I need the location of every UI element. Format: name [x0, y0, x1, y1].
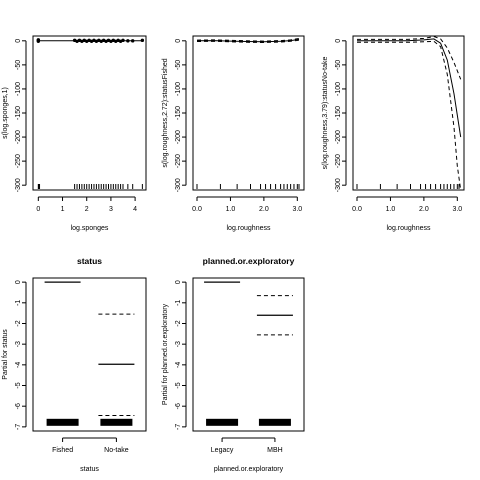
y-tick-label: -50	[175, 60, 182, 70]
y-tick-label: -100	[335, 82, 342, 96]
rug-block	[100, 418, 133, 426]
y-tick-label: -150	[335, 106, 342, 120]
panel-title: status	[77, 256, 102, 266]
y-tick-label: -2	[175, 320, 182, 326]
y-tick-label: -200	[175, 130, 182, 144]
panel-p5: 0 -1 -2 -3 -4 -5 -6 -7 Legacy MBH planned.or.explo…	[162, 256, 305, 473]
y-tick-label: -250	[335, 154, 342, 168]
panel-p1: 0 -50 -100 -150 -200 -250 -300 0 1 2 3 4 log.sponges…	[2, 35, 147, 232]
plot-area	[44, 281, 135, 426]
panel-p4: 0 -1 -2 -3 -4 -5 -6 -7 Fished No-take status Partia…	[2, 256, 147, 473]
x-tick-label: 1.0	[226, 206, 236, 213]
ci-band-line	[196, 39, 300, 44]
plot-frame	[32, 277, 147, 432]
y-axis-label: Partial for planned.or.exploratory	[162, 303, 169, 405]
y-tick-label: -300	[15, 178, 22, 192]
x-tick-label: MBH	[267, 447, 283, 454]
x-tick-label: 2	[85, 206, 89, 213]
y-tick-label: -3	[15, 341, 22, 347]
y-tick-label: -6	[15, 403, 22, 409]
y-axis-label: s(log.roughness,2.72):statusFished	[162, 58, 169, 167]
y-tick-label: 0	[15, 280, 22, 284]
y-tick-label: -4	[175, 362, 182, 368]
x-tick-label: 2.0	[419, 206, 429, 213]
x-tick-label: 3.0	[452, 206, 462, 213]
rug-block	[46, 418, 79, 426]
y-tick-label: -2	[15, 320, 22, 326]
y-tick-label: -1	[15, 300, 22, 306]
y-tick-label: -50	[15, 60, 22, 70]
smooth-line	[196, 38, 300, 43]
x-tick-label: 0	[36, 206, 40, 213]
x-tick-label: Legacy	[211, 447, 234, 454]
y-tick-label: -5	[15, 382, 22, 388]
y-tick-label: -200	[335, 130, 342, 144]
ci-band-line	[196, 37, 300, 42]
y-tick-label: 0	[15, 39, 22, 43]
plot-area	[196, 37, 300, 189]
y-tick-label: -6	[175, 403, 182, 409]
y-tick-label: -3	[175, 341, 182, 347]
plot-frame	[192, 35, 305, 191]
y-tick-label: -300	[175, 178, 182, 192]
y-tick-label: -100	[175, 82, 182, 96]
y-axis-label: s(log.sponges,1)	[2, 87, 9, 139]
y-tick-label: -7	[175, 424, 182, 430]
x-axis-label: status	[80, 466, 99, 473]
y-tick-label: -250	[15, 154, 22, 168]
y-tick-label: 0	[175, 280, 182, 284]
y-axis-label: Partial for status	[2, 329, 9, 380]
y-tick-label: -150	[175, 106, 182, 120]
plot-area	[204, 281, 293, 426]
y-tick-label: -100	[15, 82, 22, 96]
plot-area	[356, 36, 462, 190]
y-tick-label: -1	[175, 300, 182, 306]
y-tick-label: -50	[335, 60, 342, 70]
x-tick-label: No-take	[104, 447, 129, 454]
y-tick-label: -250	[175, 154, 182, 168]
x-tick-label: 4	[133, 206, 137, 213]
x-axis-label: log.roughness	[227, 225, 271, 232]
y-tick-label: -300	[335, 178, 342, 192]
x-tick-label: 1	[61, 206, 65, 213]
y-tick-label: -200	[15, 130, 22, 144]
y-tick-label: -150	[15, 106, 22, 120]
x-axis-label: log.sponges	[71, 225, 109, 232]
rug-block	[206, 418, 239, 426]
plot-frame	[352, 35, 465, 191]
plot-area	[36, 38, 145, 189]
x-axis-label: planned.or.exploratory	[214, 466, 284, 473]
panel-p3: 0 -50 -100 -150 -200 -250 -300 0.0 1.0 2.0 3.0 log.…	[322, 35, 465, 232]
smooth-line	[357, 38, 462, 138]
y-tick-label: -4	[15, 362, 22, 368]
panel-title: planned.or.exploratory	[203, 256, 295, 266]
y-tick-label: -7	[15, 424, 22, 430]
x-tick-label: 3	[109, 206, 113, 213]
y-tick-label: 0	[175, 39, 182, 43]
x-tick-label: 1.0	[386, 206, 396, 213]
ci-band-line	[357, 40, 462, 190]
panel-p2: 0 -50 -100 -150 -200 -250 -300 0.0 1.0 2.0 3.0 log.…	[162, 35, 305, 232]
ci-band-line	[357, 36, 462, 80]
x-tick-label: 0.0	[192, 206, 202, 213]
x-tick-label: Fished	[52, 447, 73, 454]
plot-frame	[192, 277, 305, 432]
y-tick-label: -5	[175, 382, 182, 388]
x-tick-label: 2.0	[259, 206, 269, 213]
plot-frame	[32, 35, 147, 191]
x-tick-label: 3.0	[292, 206, 302, 213]
rug-block	[258, 418, 291, 426]
y-axis-label: s(log.roughness,3.79):statusNo-take	[322, 56, 329, 169]
x-axis-label: log.roughness	[387, 225, 431, 232]
y-tick-label: 0	[335, 39, 342, 43]
x-tick-label: 0.0	[352, 206, 362, 213]
